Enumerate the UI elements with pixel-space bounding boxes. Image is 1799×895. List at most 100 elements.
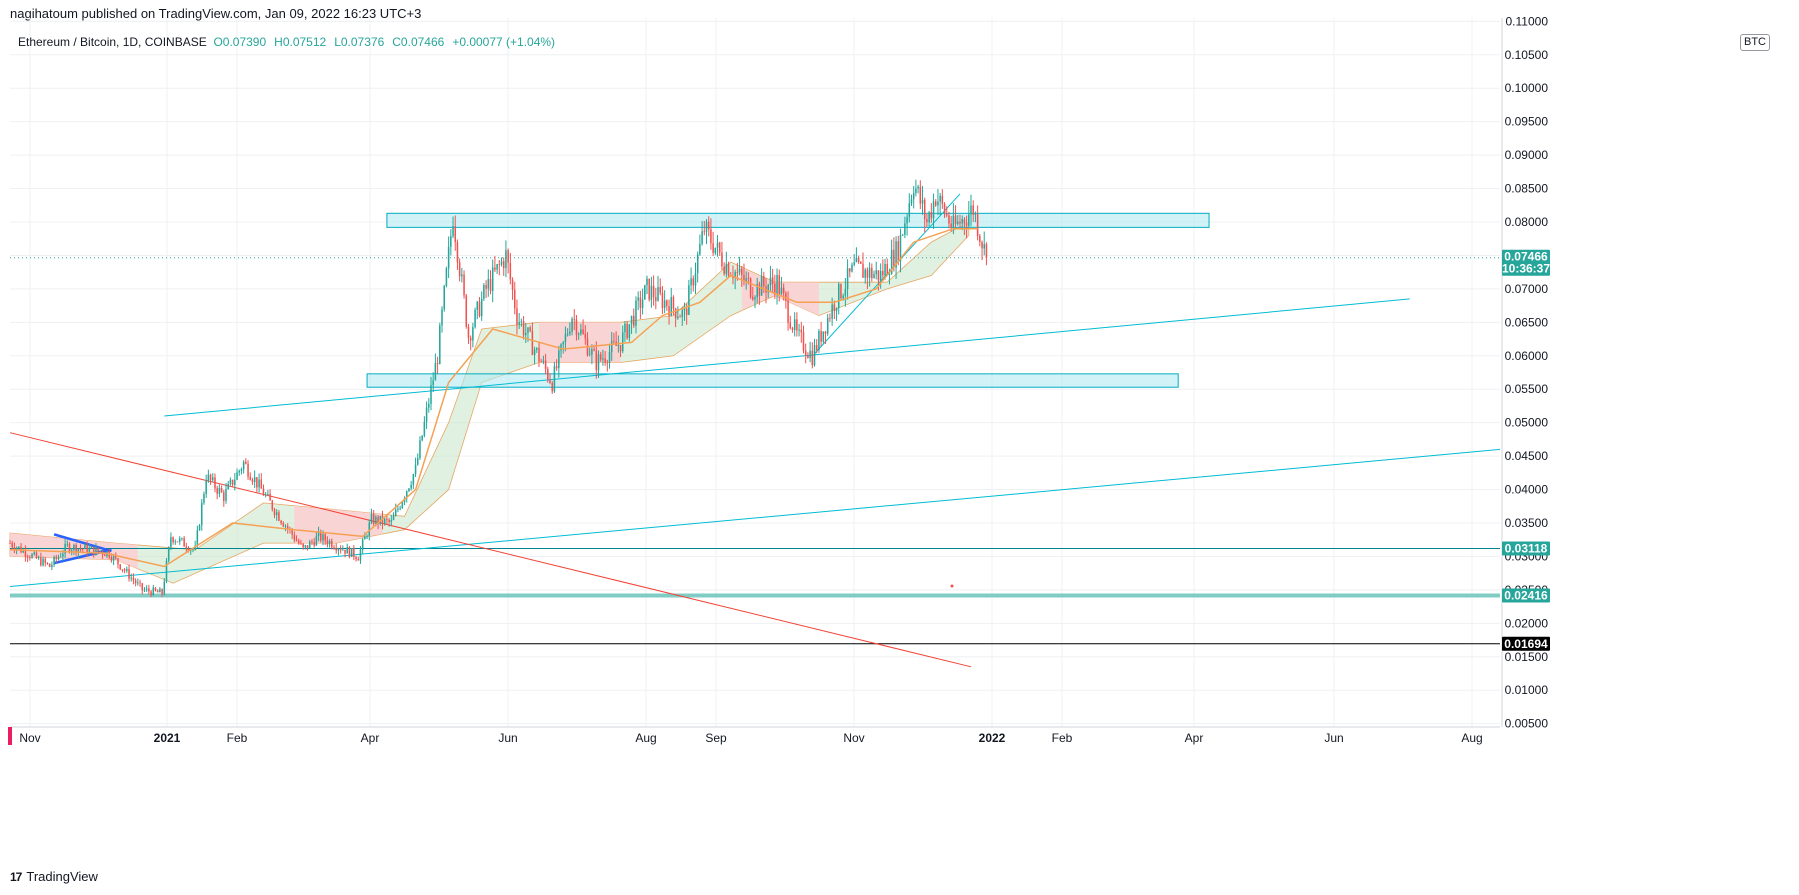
candle-body — [864, 269, 866, 278]
candle-body — [253, 477, 256, 482]
candle-body — [18, 546, 20, 548]
candle-body — [602, 358, 604, 360]
candle-body — [833, 304, 836, 312]
candle-body — [648, 278, 650, 300]
candle-body — [873, 274, 875, 278]
candle-body — [73, 544, 75, 551]
candle-body — [123, 569, 126, 571]
candle-body — [458, 262, 461, 277]
candle-body — [355, 556, 357, 560]
candle-body — [846, 268, 849, 289]
candle-body — [588, 354, 591, 356]
candle-body — [747, 277, 750, 279]
x-tick-label: Feb — [227, 731, 248, 745]
candle-body — [95, 547, 97, 555]
candle-body — [311, 541, 313, 543]
candle-body — [328, 540, 331, 545]
candle-body — [154, 587, 157, 591]
candle-body — [692, 278, 695, 286]
candle-body — [209, 474, 212, 481]
candle-body — [822, 331, 825, 342]
candle-body — [683, 308, 686, 311]
candle-body — [780, 287, 783, 295]
y-tick-label: 0.00500 — [1505, 717, 1549, 731]
candle-body — [167, 547, 170, 561]
candle-body — [439, 325, 441, 364]
candle-body — [282, 523, 285, 527]
candle-body — [595, 350, 598, 371]
candle-body — [837, 284, 840, 309]
candle-body — [410, 484, 412, 489]
candle-body — [657, 287, 659, 301]
x-tick-label: Jun — [498, 731, 517, 745]
candle-body — [617, 345, 620, 346]
candle-body — [502, 261, 505, 269]
candle-body — [668, 306, 670, 316]
candle-body — [904, 223, 906, 235]
candle-body — [899, 235, 902, 262]
candle-body — [218, 487, 221, 494]
footer-brand[interactable]: TradingView — [26, 869, 98, 884]
candle-body — [723, 266, 725, 275]
candle-body — [81, 548, 84, 550]
candle-body — [893, 249, 895, 268]
candle-body — [785, 293, 787, 301]
price-tag-label: 0.07466 — [1504, 250, 1548, 264]
candle-body — [421, 435, 423, 441]
candle-body — [970, 205, 972, 215]
kijun-line — [9, 227, 978, 568]
candle-body — [487, 278, 490, 289]
candle-body — [650, 285, 653, 300]
candle-body — [979, 235, 981, 243]
candle-body — [476, 301, 479, 310]
candle-body — [271, 500, 274, 510]
candle-body — [985, 244, 988, 258]
y-tick-label: 0.08500 — [1505, 182, 1549, 196]
x-tick-label: Nov — [19, 731, 40, 745]
candle-body — [901, 234, 904, 236]
candle-body — [436, 363, 439, 364]
candle-body — [871, 267, 873, 278]
candle-body — [284, 526, 287, 527]
trendline-cyan — [9, 448, 1501, 588]
candle-body — [897, 241, 900, 262]
candle-body — [707, 221, 710, 230]
candle-body — [659, 287, 661, 293]
candle-body — [165, 560, 168, 582]
candle-body — [425, 407, 428, 422]
candle-body — [518, 321, 520, 325]
candle-body — [346, 547, 349, 554]
candle-body — [430, 385, 432, 404]
candle-body — [461, 274, 463, 277]
candle-body — [46, 562, 49, 564]
candle-body — [70, 550, 73, 552]
candle-body — [866, 269, 869, 278]
candle-body — [183, 538, 185, 547]
candle-body — [674, 308, 677, 319]
candle-body — [599, 354, 602, 360]
candle-body — [934, 201, 937, 206]
candle-body — [652, 285, 655, 298]
y-tick-label: 0.03500 — [1505, 516, 1549, 530]
candle-body — [148, 588, 150, 592]
candle-body — [972, 205, 974, 215]
candle-body — [688, 285, 690, 315]
candle-body — [604, 358, 606, 363]
candle-body — [414, 464, 417, 475]
candle-body — [181, 538, 183, 539]
candle-body — [22, 550, 24, 553]
candle-body — [736, 272, 739, 273]
candle-body — [132, 577, 135, 581]
candle-body — [478, 301, 481, 317]
y-tick-label: 0.05500 — [1505, 382, 1549, 396]
candle-body — [364, 536, 366, 540]
candle-body — [769, 277, 772, 286]
ichimoku-cloud — [9, 221, 970, 584]
candle-body — [862, 263, 864, 278]
candle-body — [820, 331, 822, 342]
candle-body — [661, 292, 664, 308]
candle-body — [489, 278, 492, 292]
unit-button[interactable]: BTC — [1740, 34, 1770, 51]
candle-body — [216, 488, 218, 494]
